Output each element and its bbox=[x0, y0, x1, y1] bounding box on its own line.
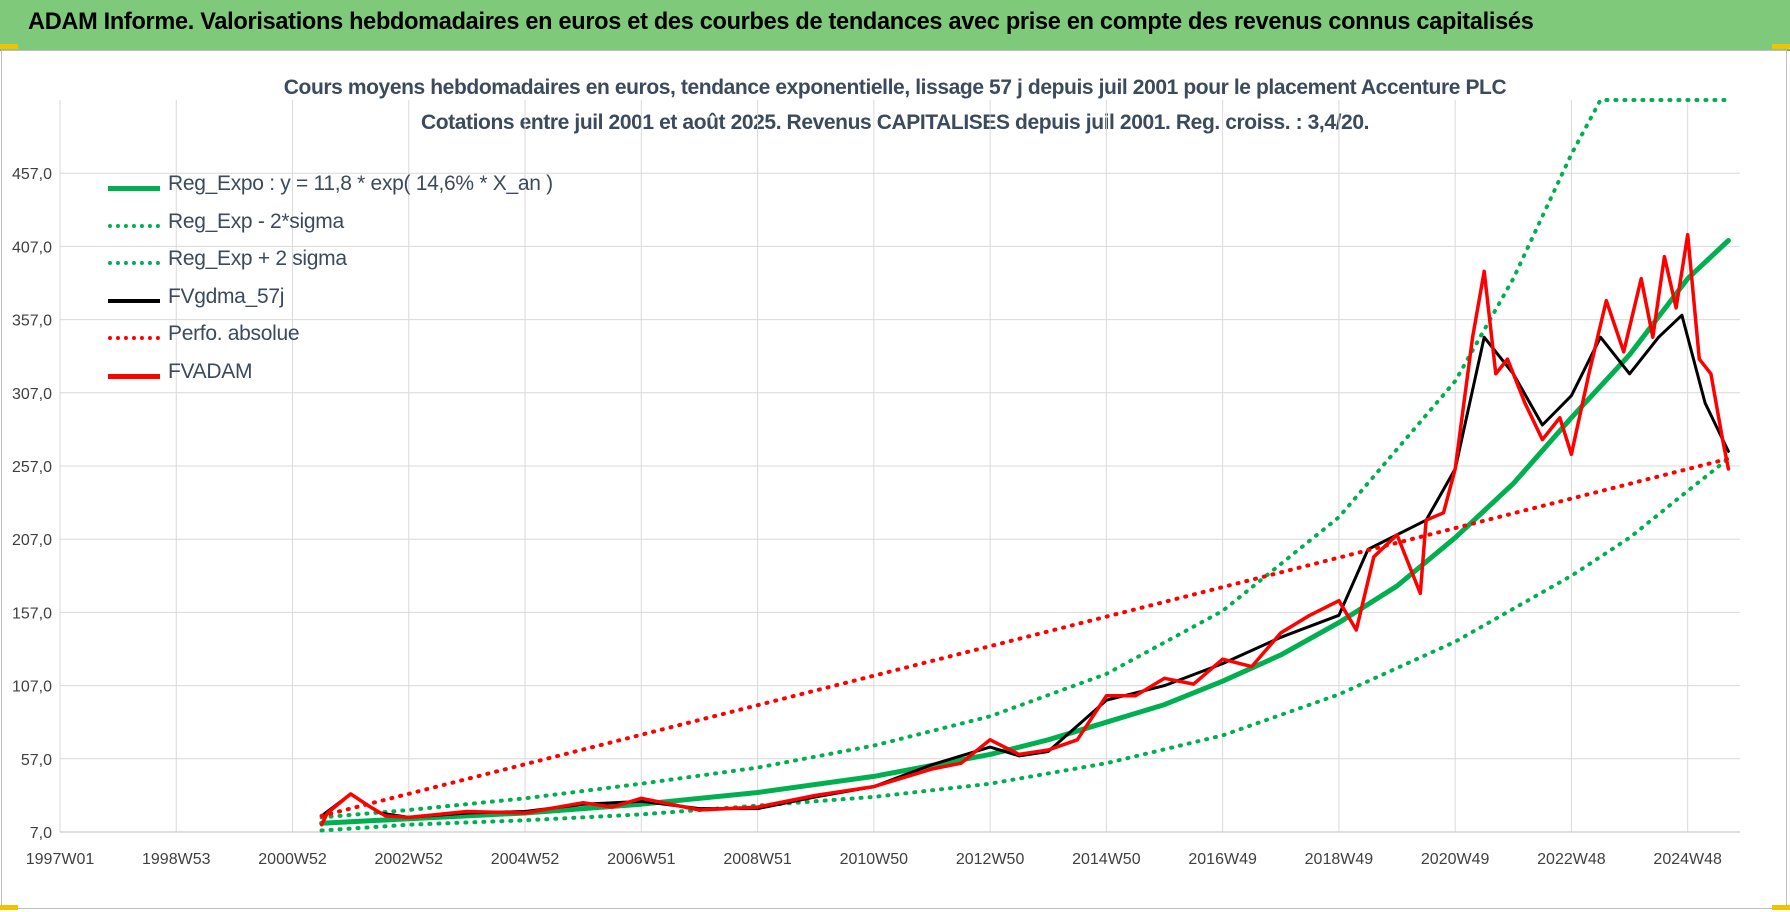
y-gridlines bbox=[60, 172, 1740, 833]
legend-label: Reg_Expo : y = 11,8 * exp( 14,6% * X_an … bbox=[168, 172, 553, 195]
x-tick-label: 2020W49 bbox=[1421, 851, 1490, 868]
legend-swatch bbox=[108, 336, 160, 340]
x-tick-label: 2016W49 bbox=[1188, 851, 1257, 868]
x-tick-label: 2006W51 bbox=[607, 851, 676, 868]
frame-corner-marker bbox=[0, 44, 18, 49]
x-tick-label: 2012W50 bbox=[956, 851, 1025, 868]
series-line-2 bbox=[319, 98, 1731, 820]
series-line-1 bbox=[319, 456, 1731, 833]
frame-corner-marker bbox=[1772, 44, 1790, 49]
y-axis-tick-labels: 7,0 57,0 107,0 157,0 207,0 257,0 307,0 357,0 407… bbox=[12, 166, 52, 842]
y-tick-label: 307,0 bbox=[12, 386, 52, 403]
x-tick-label: 2008W51 bbox=[723, 851, 792, 868]
x-tick-label: 2018W49 bbox=[1305, 851, 1374, 868]
legend-label: Reg_Exp - 2*sigma bbox=[168, 209, 344, 233]
x-tick-label: 2004W52 bbox=[491, 851, 560, 868]
x-tick-label: 2024W48 bbox=[1653, 851, 1722, 868]
legend-label: FVgdma_57j bbox=[168, 284, 285, 308]
chart-subtitle: Cotations entre juil 2001 et août 2025. … bbox=[420, 111, 1370, 134]
frame-corner-marker bbox=[0, 905, 18, 910]
report-banner: ADAM Informe. Valorisations hebdomadaire… bbox=[0, 0, 1790, 51]
series-line-4 bbox=[319, 456, 1731, 818]
y-tick-label: 57,0 bbox=[21, 752, 52, 769]
y-tick-label: 157,0 bbox=[12, 605, 52, 622]
y-tick-label: 357,0 bbox=[12, 313, 52, 330]
x-tick-label: 2022W48 bbox=[1537, 851, 1606, 868]
x-tick-label: 1997W01 bbox=[26, 851, 95, 868]
legend-label: Perfo. absolue bbox=[168, 322, 300, 345]
legend-swatch bbox=[108, 261, 160, 265]
y-tick-label: 7,0 bbox=[30, 825, 52, 842]
series-line-3 bbox=[320, 313, 1730, 819]
series-line-5 bbox=[319, 232, 1731, 827]
x-tick-label: 2010W50 bbox=[840, 851, 909, 868]
y-tick-label: 257,0 bbox=[12, 459, 52, 476]
series-line-0 bbox=[319, 238, 1731, 826]
chart-frame bbox=[1, 50, 1787, 909]
legend-swatch bbox=[108, 223, 160, 228]
x-tick-label: 2000W52 bbox=[258, 851, 327, 868]
y-tick-label: 107,0 bbox=[12, 679, 52, 696]
y-tick-label: 457,0 bbox=[12, 166, 52, 183]
series-layer bbox=[319, 98, 1731, 833]
x-tick-label: 2014W50 bbox=[1072, 851, 1141, 868]
chart-title: Cours moyens hebdomadaires en euros, ten… bbox=[283, 76, 1507, 99]
y-tick-label: 407,0 bbox=[12, 239, 52, 256]
report-title: ADAM Informe. Valorisations hebdomadaire… bbox=[28, 8, 1534, 35]
legend-label: Reg_Exp + 2 sigma bbox=[168, 247, 347, 270]
legend-swatch bbox=[108, 373, 160, 379]
legend-swatch bbox=[108, 186, 160, 191]
legend-swatch bbox=[108, 298, 160, 303]
x-tick-label: 2002W52 bbox=[375, 851, 444, 868]
x-axis-tick-labels: 1997W01 1998W53 2000W52 2002W52 2004W52 2006W… bbox=[26, 851, 1722, 868]
x-tick-label: 1998W53 bbox=[142, 851, 211, 868]
frame-corner-marker bbox=[1772, 905, 1790, 910]
legend-label: FVADAM bbox=[168, 359, 253, 383]
y-tick-label: 207,0 bbox=[12, 532, 52, 549]
